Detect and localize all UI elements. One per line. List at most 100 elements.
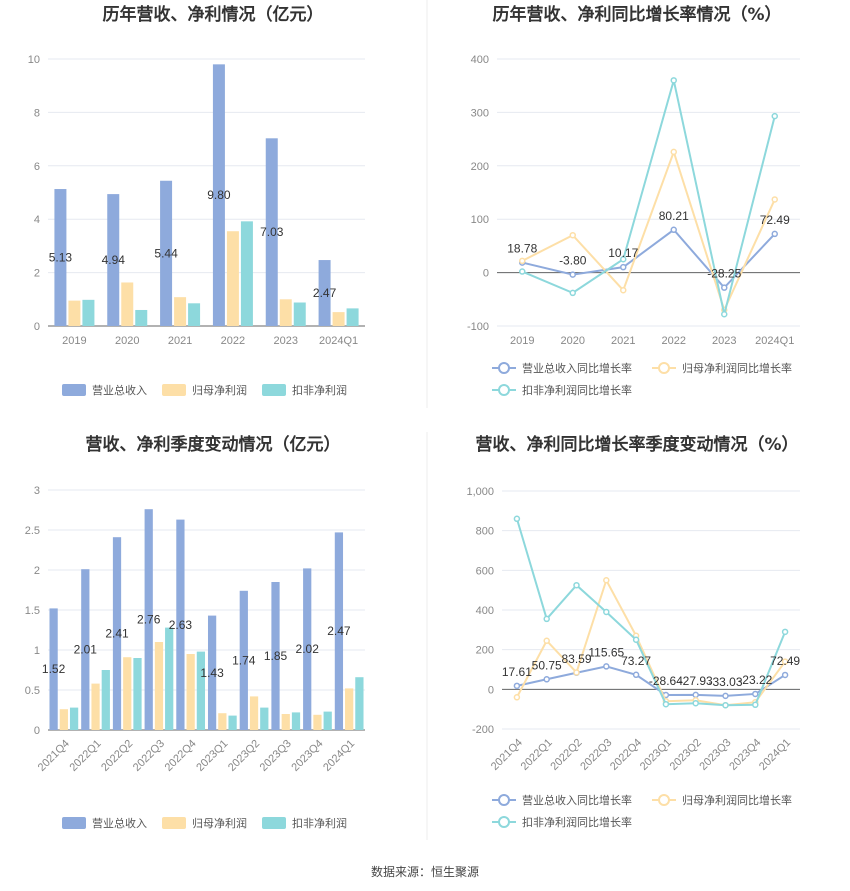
- series-point-1: [752, 690, 759, 698]
- y-tick-label: 0: [483, 268, 489, 280]
- data-label: 4.94: [102, 253, 126, 267]
- x-tick-label: 2024Q1: [319, 335, 358, 347]
- series-point-1: [781, 671, 789, 679]
- y-tick-label: 600: [476, 565, 494, 577]
- legend-swatch: [162, 817, 186, 829]
- legend-label: 营业总收入同比增长率: [522, 361, 632, 375]
- data-label: 2.76: [137, 613, 161, 627]
- legend-label: 营业总收入同比增长率: [522, 793, 632, 807]
- series-point-2: [519, 257, 526, 265]
- series-point-3: [721, 311, 728, 318]
- series-line-3: [515, 518, 787, 707]
- x-tick-label: 2023: [274, 335, 298, 347]
- data-label: 5.13: [49, 251, 73, 265]
- series-point-3: [662, 700, 670, 708]
- series-point-1: [543, 676, 550, 683]
- legend-swatch-point: [498, 794, 510, 806]
- series-point-3: [603, 608, 610, 616]
- x-tick-label: 2020: [115, 335, 139, 347]
- legend-label: 扣非净利润: [292, 383, 347, 397]
- x-tick-label: 2022Q3: [131, 738, 167, 774]
- y-tick-label: 4: [34, 214, 40, 226]
- y-tick-label: 1,000: [466, 486, 494, 498]
- data-label: 1.74: [232, 653, 256, 667]
- series-point-3: [670, 77, 677, 84]
- y-tick-label: 0: [34, 321, 40, 333]
- legend-label: 营业总收入: [92, 816, 147, 830]
- bar-revenue: [334, 532, 344, 730]
- bar-revenue: [112, 537, 122, 730]
- series-point-2: [620, 286, 627, 294]
- data-label: 72.49: [760, 213, 790, 227]
- series-point-2: [603, 577, 610, 584]
- series-point-3: [752, 701, 759, 709]
- series-point-3: [692, 699, 699, 707]
- y-tick-label: 2: [34, 565, 40, 577]
- legend-swatch: [262, 817, 286, 829]
- legend-label: 归母净利润: [192, 383, 247, 397]
- legend-label: 归母净利润同比增长率: [682, 361, 792, 375]
- data-label: -3.80: [559, 254, 587, 268]
- data-label: -28.64: [649, 674, 683, 688]
- legend-swatch: [62, 384, 86, 396]
- bar-revenue: [271, 582, 280, 730]
- bar-revenue: [318, 260, 331, 326]
- data-source-note: 数据来源：恒生聚源: [371, 864, 479, 879]
- legend-label: 归母净利润: [192, 816, 247, 830]
- bar-deducted-profit: [240, 221, 253, 326]
- bar-deducted-profit: [260, 707, 269, 730]
- series-point-2: [771, 196, 778, 203]
- bar-deducted-profit: [82, 299, 95, 326]
- y-tick-label: 1.5: [25, 605, 40, 617]
- legend-label: 归母净利润同比增长率: [682, 793, 792, 807]
- series-point-3: [722, 701, 729, 709]
- x-tick-label: 2021Q4: [489, 737, 525, 773]
- series-point-3: [543, 615, 550, 623]
- data-label: -23.22: [738, 673, 772, 687]
- legend-swatch: [162, 384, 186, 396]
- bar-net-profit: [279, 299, 292, 326]
- series-point-2: [513, 694, 521, 701]
- data-label: 83.59: [561, 652, 591, 666]
- y-tick-label: 0.5: [25, 685, 40, 697]
- bar-revenue: [176, 519, 185, 730]
- data-label: 10.17: [608, 246, 638, 260]
- data-label: 2.02: [296, 642, 320, 656]
- bar-revenue: [54, 189, 67, 326]
- series-point-3: [519, 268, 526, 275]
- series-line-2: [516, 577, 786, 707]
- quarterly-revenue-profit-bar-chart: 营收、净利季度变动情况（亿元）00.511.522.532021Q42022Q1…: [25, 434, 365, 830]
- series-line-2: [521, 148, 776, 313]
- data-label: 1.85: [264, 649, 288, 663]
- y-tick-label: 2: [34, 268, 40, 280]
- x-tick-label: 2022Q2: [548, 737, 584, 773]
- bar-net-profit: [91, 683, 100, 730]
- bar-net-profit: [121, 282, 134, 326]
- x-tick-label: 2023Q1: [194, 738, 230, 774]
- y-tick-label: 0: [34, 725, 40, 737]
- series-point-1: [620, 263, 627, 271]
- chart-title: 营收、净利季度变动情况（亿元）: [86, 434, 341, 455]
- y-tick-label: -100: [467, 321, 489, 333]
- legend-label: 扣非净利润同比增长率: [522, 815, 632, 829]
- data-label: 5.44: [154, 246, 178, 260]
- bar-net-profit: [345, 688, 354, 730]
- data-label: 1.52: [42, 662, 66, 676]
- y-tick-label: 400: [476, 605, 494, 617]
- bar-net-profit: [174, 297, 187, 326]
- bar-deducted-profit: [355, 677, 364, 730]
- y-tick-label: 1: [34, 645, 40, 657]
- series-point-3: [632, 636, 640, 643]
- data-label: 2.47: [313, 286, 337, 300]
- x-tick-label: 2023Q2: [226, 738, 262, 774]
- x-tick-label: 2022Q2: [99, 738, 135, 774]
- data-label: 1.43: [200, 666, 224, 680]
- series-point-1: [632, 671, 640, 679]
- x-tick-label: 2023Q3: [697, 737, 733, 773]
- x-tick-label: 2023Q4: [727, 737, 763, 773]
- x-tick-label: 2023Q3: [258, 738, 294, 774]
- bar-revenue: [212, 64, 225, 326]
- series-point-1: [722, 692, 729, 700]
- bar-deducted-profit: [228, 715, 237, 730]
